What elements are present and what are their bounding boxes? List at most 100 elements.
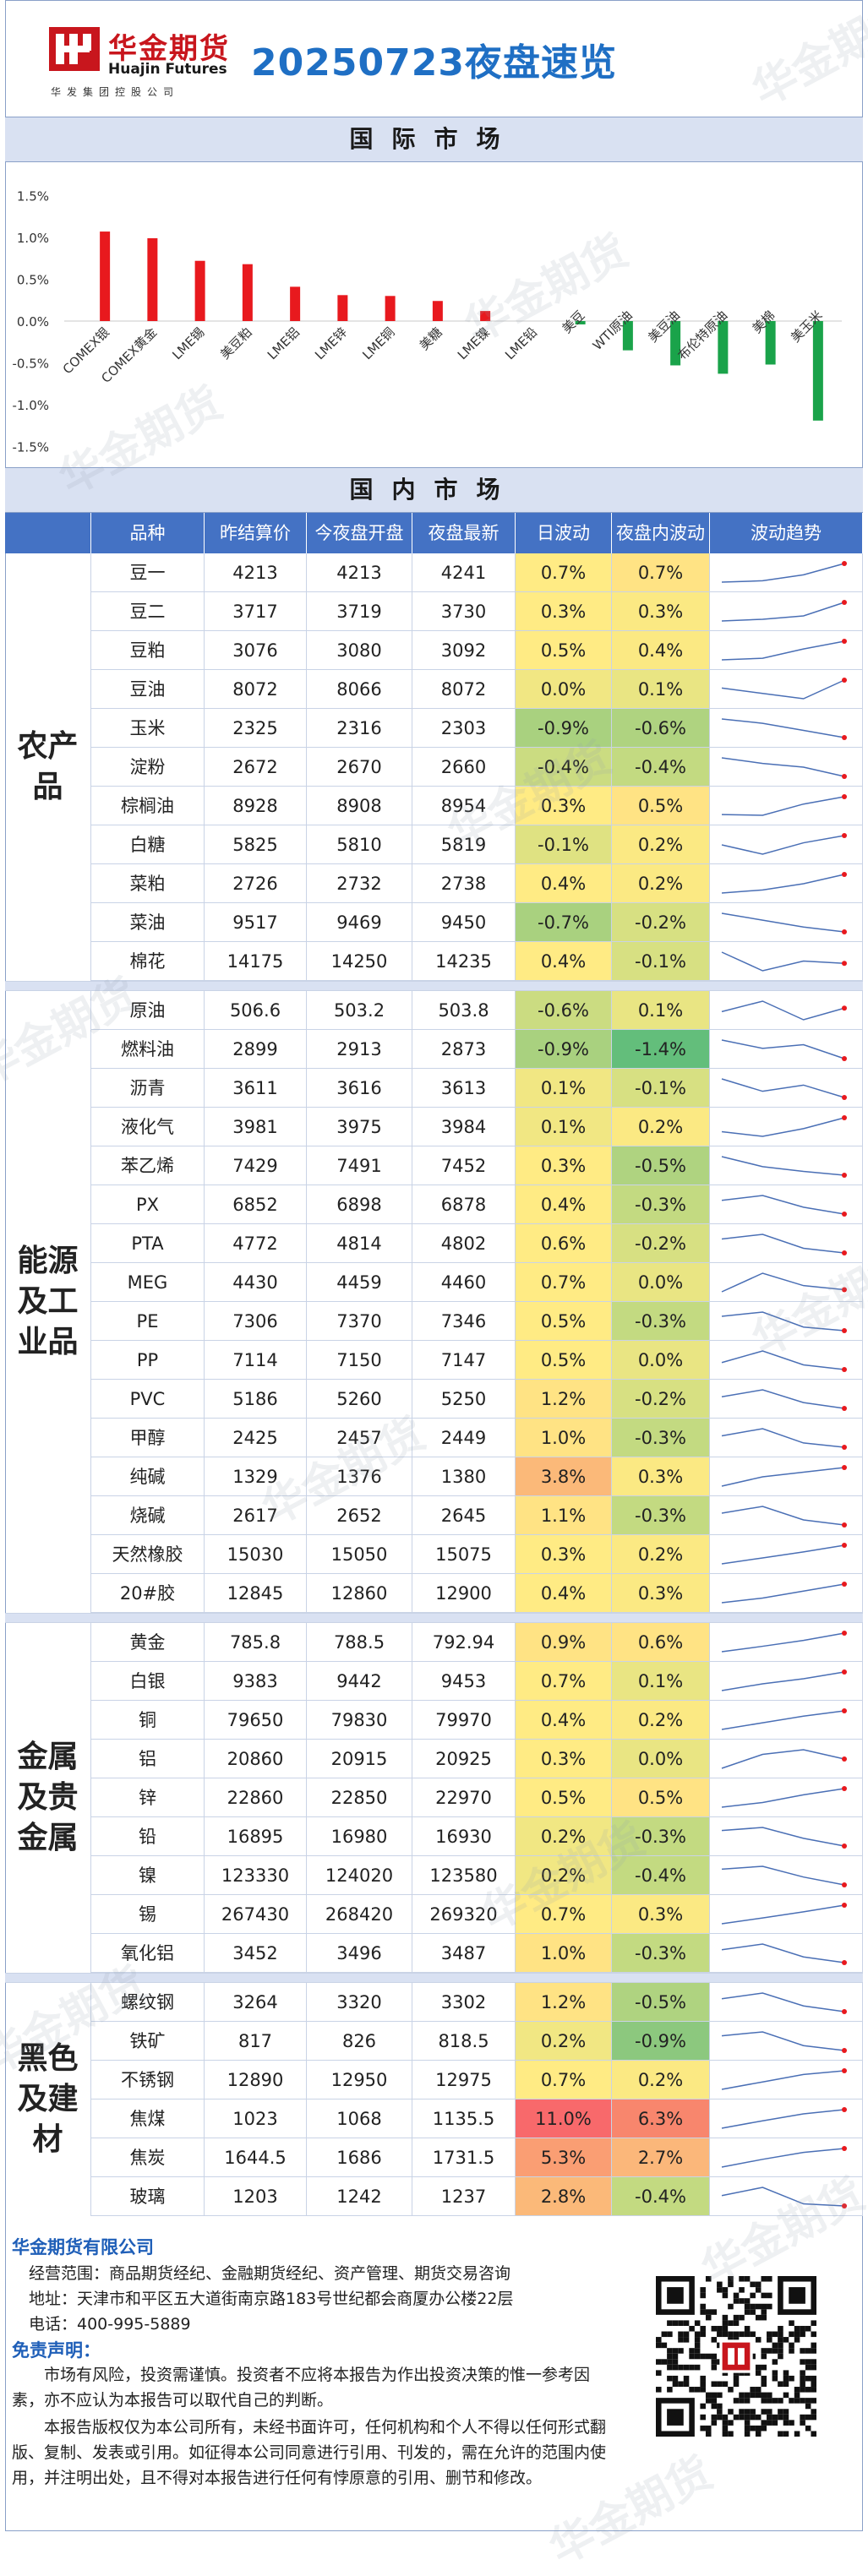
bar bbox=[337, 295, 348, 321]
commodity-name: PE bbox=[91, 1302, 205, 1341]
bar bbox=[385, 296, 396, 321]
night-last: 15075 bbox=[412, 1535, 516, 1574]
prev-settle: 2617 bbox=[205, 1496, 307, 1535]
table-row: 20#胶 12845 12860 12900 0.4% 0.3% bbox=[5, 1574, 863, 1613]
night-change: -1.4% bbox=[612, 1030, 710, 1069]
sparkline-path bbox=[721, 1788, 845, 1808]
sparkline-path bbox=[721, 1992, 845, 2012]
prev-settle: 3264 bbox=[205, 1983, 307, 2022]
night-change: 0.2% bbox=[612, 2061, 710, 2099]
category-label-text: 农产品 bbox=[17, 729, 79, 804]
table-row: 铜 79650 79830 79970 0.4% 0.2% bbox=[5, 1701, 863, 1740]
logo-mark-icon bbox=[49, 27, 100, 71]
night-open: 788.5 bbox=[307, 1623, 412, 1662]
sparkline-path bbox=[721, 1195, 845, 1215]
sparkline-path bbox=[721, 951, 845, 972]
day-change: 0.3% bbox=[516, 1146, 612, 1185]
prev-settle: 22860 bbox=[205, 1778, 307, 1817]
night-last: 7147 bbox=[412, 1341, 516, 1380]
commodity-name: 玉米 bbox=[91, 709, 205, 748]
sparkline-path bbox=[721, 2148, 845, 2168]
table-row: 豆二 3717 3719 3730 0.3% 0.3% bbox=[5, 592, 863, 631]
sparkline-path bbox=[721, 640, 845, 661]
night-change: 0.1% bbox=[612, 991, 710, 1030]
commodity-name: 沥青 bbox=[91, 1069, 205, 1108]
sparkline-end-point bbox=[842, 1115, 847, 1120]
logo-subtitle: 华发集团控股公司 bbox=[51, 86, 180, 98]
sparkline-end-point bbox=[842, 1882, 847, 1887]
business-scope: 经营范围：商品期货经纪、金融期货经纪、资产管理、期货交易咨询 bbox=[29, 2264, 511, 2283]
sparkline-path bbox=[721, 1710, 845, 1730]
night-open: 5810 bbox=[307, 825, 412, 864]
trend-sparkline bbox=[710, 1623, 863, 1662]
commodity-name: 豆油 bbox=[91, 670, 205, 709]
table-row: 纯碱 1329 1376 1380 3.8% 0.3% bbox=[5, 1457, 863, 1496]
night-last: 4241 bbox=[412, 553, 516, 592]
category-label: 黑色及建材 bbox=[5, 1983, 91, 2216]
day-change: 0.5% bbox=[516, 631, 612, 670]
bar bbox=[432, 301, 443, 321]
trend-sparkline bbox=[710, 1108, 863, 1146]
sparkline-end-point bbox=[842, 1582, 847, 1587]
trend-sparkline bbox=[710, 1185, 863, 1224]
commodity-name: PTA bbox=[91, 1224, 205, 1263]
prev-settle: 1203 bbox=[205, 2177, 307, 2216]
night-last: 16930 bbox=[412, 1817, 516, 1856]
commodity-name: 铜 bbox=[91, 1701, 205, 1740]
day-change: 0.7% bbox=[516, 2061, 612, 2099]
sparkline-path bbox=[721, 874, 845, 894]
day-change: 1.0% bbox=[516, 1419, 612, 1457]
sparkline-end-point bbox=[842, 735, 847, 740]
qr-code-icon bbox=[656, 2276, 816, 2437]
night-change: -0.1% bbox=[612, 1069, 710, 1108]
sparkline-path bbox=[721, 1671, 845, 1691]
night-change: -0.3% bbox=[612, 1302, 710, 1341]
commodity-name: 20#胶 bbox=[91, 1574, 205, 1613]
sparkline-path bbox=[721, 1039, 845, 1059]
sparkline-path bbox=[721, 1311, 845, 1332]
night-last: 9453 bbox=[412, 1662, 516, 1701]
sparkline-path bbox=[721, 912, 845, 933]
category-label-text: 金属及贵金属 bbox=[17, 1740, 79, 1855]
table-row: 菜油 9517 9469 9450 -0.7% -0.2% bbox=[5, 903, 863, 942]
trend-sparkline bbox=[710, 1574, 863, 1613]
trend-sparkline bbox=[710, 1817, 863, 1856]
night-change: 0.5% bbox=[612, 787, 710, 825]
sparkline-end-point bbox=[842, 2068, 847, 2073]
sparkline-path bbox=[721, 1865, 845, 1886]
night-change: -0.4% bbox=[612, 1856, 710, 1895]
trend-sparkline bbox=[710, 1701, 863, 1740]
bar bbox=[290, 286, 301, 321]
night-change: 6.3% bbox=[612, 2099, 710, 2138]
sparkline-path bbox=[721, 1117, 845, 1137]
night-open: 2732 bbox=[307, 864, 412, 903]
commodity-name: 豆一 bbox=[91, 553, 205, 592]
day-change: 11.0% bbox=[516, 2099, 612, 2138]
day-change: 0.1% bbox=[516, 1069, 612, 1108]
trend-sparkline bbox=[710, 1496, 863, 1535]
trend-sparkline bbox=[710, 1740, 863, 1778]
commodity-name: 黄金 bbox=[91, 1623, 205, 1662]
y-tick-label: 0.5% bbox=[17, 273, 49, 288]
commodity-name: PP bbox=[91, 1341, 205, 1380]
night-change: 0.0% bbox=[612, 1341, 710, 1380]
night-open: 14250 bbox=[307, 942, 412, 981]
y-tick-label: 1.0% bbox=[17, 231, 49, 246]
table-row: 不锈钢 12890 12950 12975 0.7% 0.2% bbox=[5, 2061, 863, 2099]
y-tick-label: -0.5% bbox=[12, 357, 49, 372]
day-change: 0.4% bbox=[516, 1574, 612, 1613]
sparkline-end-point bbox=[842, 1708, 847, 1713]
sparkline-end-point bbox=[842, 1445, 847, 1450]
sparkline-end-point bbox=[842, 1250, 847, 1255]
table-row: 镍 123330 124020 123580 0.2% -0.4% bbox=[5, 1856, 863, 1895]
night-open: 2316 bbox=[307, 709, 412, 748]
night-change: -0.5% bbox=[612, 1983, 710, 2022]
day-change: 1.0% bbox=[516, 1934, 612, 1973]
night-change: 0.3% bbox=[612, 592, 710, 631]
night-open: 79830 bbox=[307, 1701, 412, 1740]
night-change: 0.6% bbox=[612, 1623, 710, 1662]
night-open: 15050 bbox=[307, 1535, 412, 1574]
group-separator bbox=[5, 981, 863, 991]
sparkline-end-point bbox=[842, 1005, 847, 1011]
night-last: 3302 bbox=[412, 1983, 516, 2022]
